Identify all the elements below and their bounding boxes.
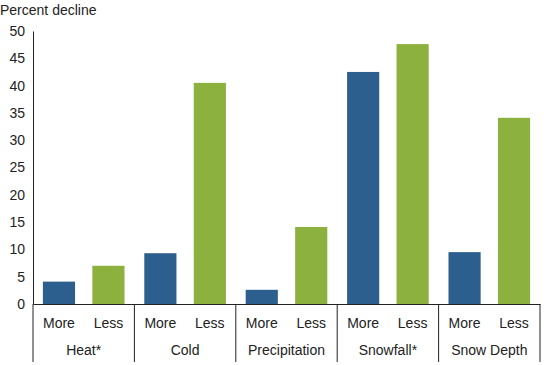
x-group-label: Precipitation bbox=[248, 342, 325, 358]
series-label: Less bbox=[195, 315, 225, 331]
y-axis-title: Percent decline bbox=[0, 2, 97, 18]
bar bbox=[448, 252, 480, 304]
group-separator bbox=[540, 304, 541, 362]
bar bbox=[144, 253, 176, 304]
bar bbox=[397, 44, 429, 304]
y-axis: 0 5 10 15 20 25 30 35 40 45 50 bbox=[9, 23, 33, 312]
y-tick: 50 bbox=[9, 23, 33, 39]
y-tick-label: 10 bbox=[9, 241, 25, 257]
y-tick-label: 20 bbox=[9, 187, 25, 203]
chart: Percent decline 0 5 10 15 20 25 30 35 40 45 50 Heat*… bbox=[0, 0, 550, 365]
bar bbox=[194, 83, 226, 304]
separators bbox=[33, 304, 540, 362]
series-label: More bbox=[449, 315, 481, 331]
group-separator bbox=[438, 304, 439, 362]
series-label: Less bbox=[398, 315, 428, 331]
y-tick: 20 bbox=[9, 187, 33, 203]
bar bbox=[347, 72, 379, 304]
y-tick-label: 15 bbox=[9, 214, 25, 230]
series-label: More bbox=[347, 315, 379, 331]
y-tick-label: 35 bbox=[9, 105, 25, 121]
series-label: Less bbox=[296, 315, 326, 331]
x-group-label: Heat* bbox=[66, 342, 102, 358]
y-tick: 40 bbox=[9, 78, 33, 94]
bar bbox=[498, 118, 530, 304]
bar bbox=[246, 290, 278, 304]
bar bbox=[295, 227, 327, 304]
y-tick: 30 bbox=[9, 132, 33, 148]
y-tick-label: 50 bbox=[9, 23, 25, 39]
bar bbox=[92, 266, 124, 304]
y-tick: 35 bbox=[9, 105, 33, 121]
x-group-label: Snowfall* bbox=[359, 342, 418, 358]
y-tick-label: 40 bbox=[9, 78, 25, 94]
group-separator bbox=[235, 304, 236, 362]
series-label: Less bbox=[499, 315, 529, 331]
series-label: More bbox=[246, 315, 278, 331]
x-group-label: Cold bbox=[171, 342, 200, 358]
group-separator bbox=[337, 304, 338, 362]
group-separator bbox=[134, 304, 135, 362]
series-label: More bbox=[43, 315, 75, 331]
series-label: Less bbox=[94, 315, 124, 331]
bar bbox=[43, 282, 75, 304]
y-axis-line bbox=[33, 32, 34, 305]
x-axis-line bbox=[34, 304, 541, 305]
y-tick-label: 5 bbox=[17, 269, 25, 285]
y-tick: 15 bbox=[9, 214, 33, 230]
y-tick: 5 bbox=[17, 269, 33, 285]
bars bbox=[43, 44, 530, 304]
y-tick-label: 0 bbox=[17, 296, 25, 312]
x-axis: Heat* Cold Precipitation Snowfall* Snow Dept… bbox=[34, 304, 541, 358]
y-tick: 0 bbox=[17, 296, 33, 312]
series-label: More bbox=[144, 315, 176, 331]
y-tick-label: 30 bbox=[9, 132, 25, 148]
group-separator bbox=[33, 304, 34, 362]
y-tick: 45 bbox=[9, 50, 33, 66]
y-tick-label: 25 bbox=[9, 159, 25, 175]
y-tick: 10 bbox=[9, 241, 33, 257]
sub-labels: More Less More Less More Less More Less More Less bbox=[43, 315, 529, 331]
y-tick: 25 bbox=[9, 159, 33, 175]
x-group-label: Snow Depth bbox=[451, 342, 527, 358]
y-tick-label: 45 bbox=[9, 50, 25, 66]
